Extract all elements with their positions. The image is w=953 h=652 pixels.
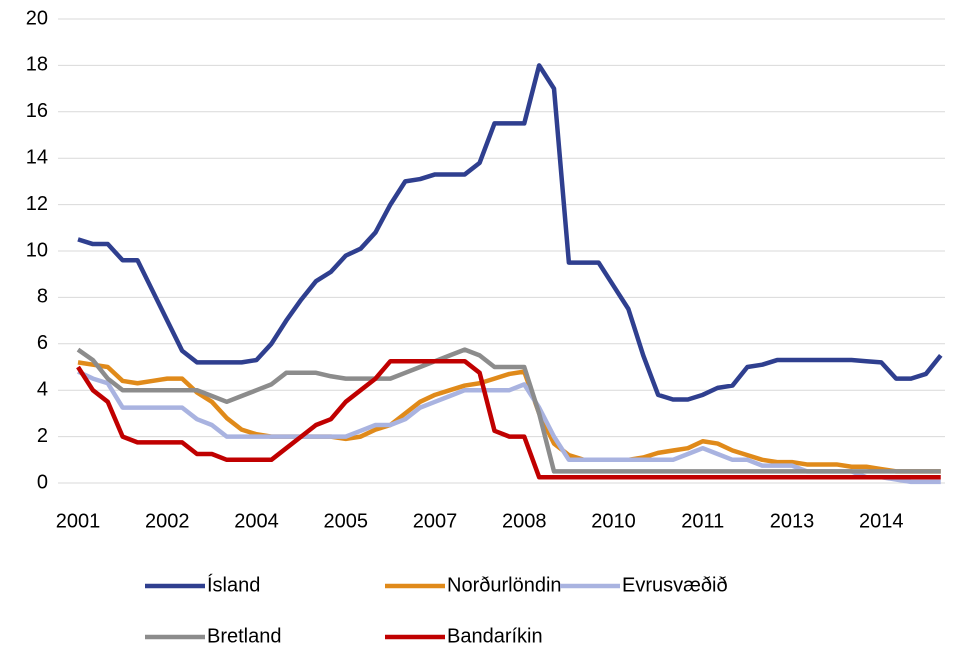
series-line — [77, 369, 941, 485]
y-tick-label: 6 — [37, 332, 48, 354]
series-line — [76, 358, 941, 480]
x-tick-label: 2013 — [770, 510, 815, 532]
y-tick-label: 10 — [26, 239, 48, 261]
x-tick-label: 2010 — [591, 510, 636, 532]
y-tick-label: 18 — [26, 54, 48, 76]
x-tick-label: 2007 — [413, 510, 458, 532]
y-tick-label: 12 — [26, 193, 48, 215]
y-tick-label: 20 — [26, 7, 48, 29]
x-tick-label: 2011 — [681, 510, 724, 532]
series-line — [76, 347, 941, 474]
x-tick-label: 2005 — [324, 510, 369, 532]
y-tick-label: 14 — [26, 146, 48, 168]
y-tick-label: 4 — [37, 378, 48, 400]
y-tick-label: 16 — [26, 100, 48, 122]
series-line — [77, 63, 943, 402]
legend-label: Bretland — [207, 625, 282, 647]
legend-label: Evrusvæðið — [622, 574, 728, 596]
y-tick-label: 8 — [37, 286, 48, 308]
series-line — [77, 360, 941, 474]
y-tick-label: 2 — [37, 425, 48, 447]
x-tick-label: 2014 — [859, 510, 904, 532]
x-tick-label: 2001 — [56, 510, 101, 532]
x-tick-label: 2004 — [234, 510, 279, 532]
x-tick-label: 2008 — [502, 510, 547, 532]
x-tick-label: 2002 — [145, 510, 190, 532]
y-tick-label: 0 — [37, 471, 48, 493]
legend-label: Norðurlöndin — [447, 574, 562, 596]
legend-label: Bandaríkin — [447, 625, 543, 647]
legend-label: Ísland — [207, 573, 260, 596]
